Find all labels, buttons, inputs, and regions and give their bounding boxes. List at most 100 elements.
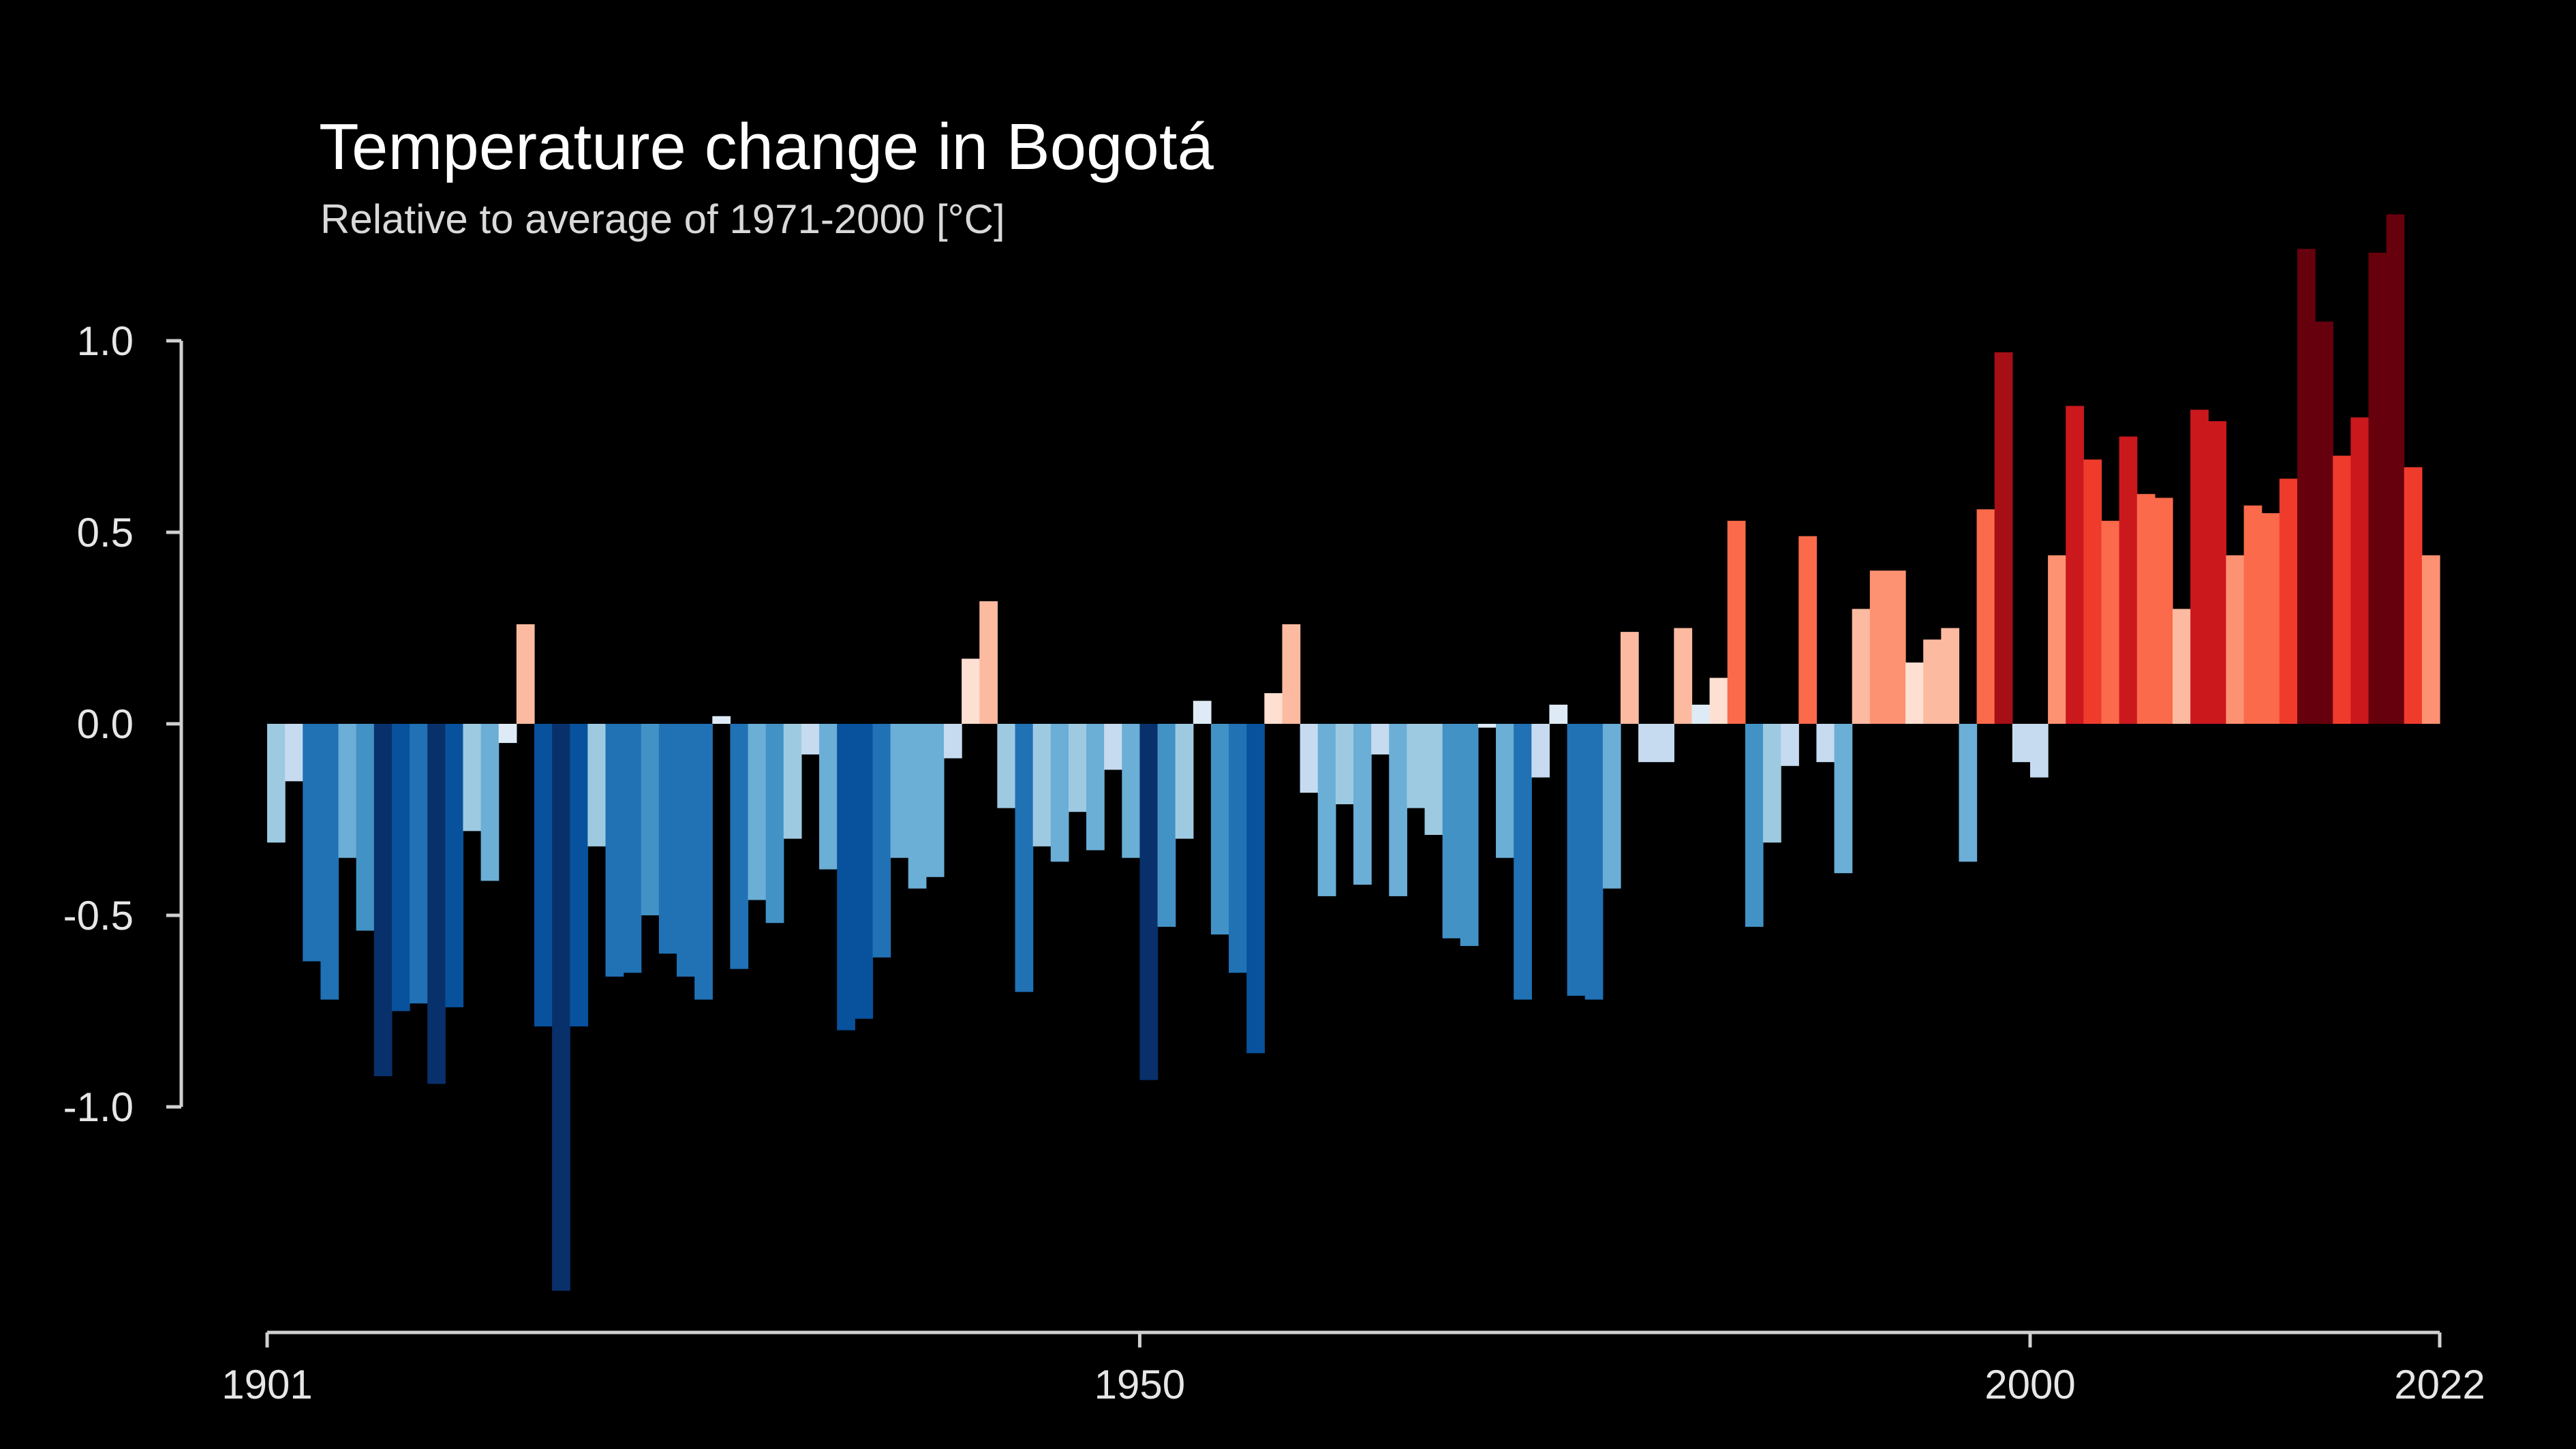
bar-1988	[1816, 724, 1835, 763]
bar-2019	[2368, 252, 2387, 724]
bar-1972	[1531, 724, 1550, 778]
bar-1977	[1620, 632, 1639, 724]
bar-1942	[997, 724, 1016, 808]
bar-1969	[1477, 724, 1497, 728]
bar-1901	[267, 724, 286, 843]
bar-1957	[1264, 693, 1283, 724]
bar-2006	[2136, 493, 2156, 724]
bar-1953	[1193, 701, 1212, 724]
bar-1991	[1869, 570, 1888, 724]
bar-1974	[1567, 724, 1586, 996]
bar-2004	[2101, 521, 2120, 724]
bar-1975	[1584, 724, 1604, 1000]
bar-2002	[2066, 406, 2084, 724]
bar-2001	[2048, 555, 2066, 724]
bar-1965	[1407, 724, 1426, 808]
bar-1904	[320, 724, 339, 1000]
bar-1993	[1905, 662, 1924, 724]
x-axis: 1901 1950 2000 2022	[221, 1330, 2485, 1407]
bar-1926	[712, 716, 731, 724]
bar-1941	[979, 601, 998, 724]
bar-1935	[872, 724, 891, 958]
bar-1995	[1941, 628, 1960, 724]
bar-1992	[1887, 570, 1906, 724]
bar-1928	[748, 724, 767, 900]
bar-1921	[623, 724, 642, 973]
bar-1950	[1139, 724, 1159, 1080]
bar-1990	[1852, 609, 1871, 724]
bar-1912	[463, 724, 482, 832]
bar-1963	[1371, 724, 1390, 754]
bar-2007	[2154, 498, 2173, 724]
bar-1917	[552, 724, 570, 1291]
bar-1998	[1994, 352, 2013, 724]
bar-1930	[783, 724, 802, 839]
bar-1925	[694, 724, 713, 1000]
bar-1940	[962, 658, 980, 724]
bar-1909	[410, 724, 428, 1004]
bar-1956	[1246, 724, 1265, 1054]
y-axis: 1.0 0.5 0.0 -0.5 -1.0	[63, 318, 183, 1130]
bar-2003	[2083, 459, 2102, 724]
bar-1949	[1122, 724, 1141, 858]
bar-2017	[2333, 455, 2351, 724]
bar-1961	[1335, 724, 1354, 805]
bar-1964	[1389, 724, 1407, 896]
bar-1938	[925, 724, 945, 877]
y-tick-label: 0.5	[77, 510, 134, 555]
bar-1996	[1959, 724, 1978, 862]
bar-2016	[2315, 321, 2333, 724]
x-tick-label: 2022	[2394, 1362, 2485, 1407]
bar-1905	[338, 724, 357, 858]
bar-2014	[2279, 478, 2298, 724]
bar-2010	[2208, 421, 2227, 724]
y-tick-label: -0.5	[63, 893, 134, 939]
bar-1945	[1050, 724, 1069, 862]
bar-1951	[1157, 724, 1176, 927]
bar-2009	[2190, 410, 2209, 724]
bar-1954	[1210, 724, 1229, 935]
bar-1952	[1175, 724, 1194, 839]
bar-1918	[570, 724, 588, 1026]
bar-1983	[1727, 521, 1746, 724]
bar-1985	[1763, 724, 1781, 843]
bar-1919	[587, 724, 607, 846]
bar-1913	[480, 724, 500, 881]
chart-subtitle: Relative to average of 1971-2000 [°C]	[320, 196, 1005, 242]
bar-2022	[2421, 555, 2440, 724]
x-tick-label: 1950	[1094, 1362, 1185, 1407]
bar-1934	[855, 724, 874, 1019]
bar-1948	[1104, 724, 1122, 770]
bar-1989	[1834, 724, 1853, 874]
bar-2000	[2029, 724, 2049, 778]
bar-1959	[1300, 724, 1319, 793]
bar-1911	[445, 724, 464, 1007]
bar-1955	[1229, 724, 1247, 973]
bar-1973	[1549, 704, 1568, 724]
bar-1968	[1460, 724, 1479, 946]
bar-2015	[2297, 249, 2316, 724]
bar-1971	[1514, 724, 1532, 1000]
bar-2020	[2386, 214, 2405, 724]
x-tick-label: 2000	[1984, 1362, 2075, 1407]
bar-1987	[1798, 536, 1818, 724]
bar-1916	[534, 724, 553, 1026]
bar-2013	[2261, 513, 2280, 724]
bar-1980	[1674, 628, 1693, 724]
bar-1967	[1442, 724, 1461, 939]
bar-1984	[1745, 724, 1764, 927]
bar-2008	[2173, 609, 2191, 724]
chart-title: Temperature change in Bogotá	[319, 110, 1214, 183]
bar-1933	[837, 724, 855, 1031]
bar-1923	[658, 724, 677, 954]
bar-1920	[605, 724, 624, 977]
bar-1936	[890, 724, 909, 858]
bar-1914	[498, 724, 517, 744]
bar-1962	[1353, 724, 1372, 885]
bar-1932	[819, 724, 838, 870]
y-tick-label: 0.0	[77, 701, 134, 747]
x-tick-label: 1901	[221, 1362, 312, 1407]
bar-1958	[1282, 624, 1301, 724]
bar-1978	[1638, 724, 1657, 763]
bar-1929	[765, 724, 784, 924]
